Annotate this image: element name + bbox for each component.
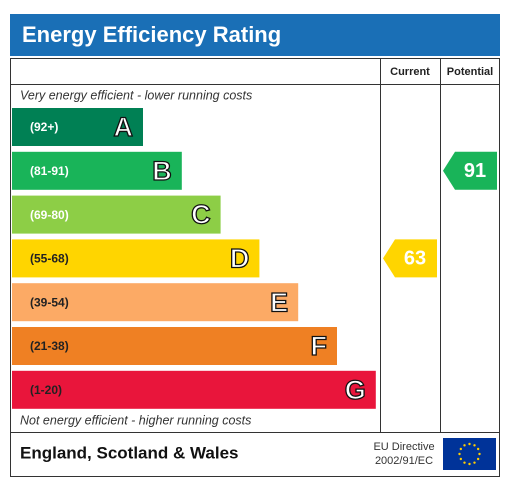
footer-frame (10, 432, 500, 477)
column-header: Potential (447, 66, 493, 78)
star (473, 461, 476, 464)
band-letter: B (152, 156, 172, 186)
band (12, 108, 143, 146)
band-range: (55-68) (30, 252, 69, 266)
star (459, 447, 463, 451)
band (12, 327, 337, 365)
directive: EU Directive (373, 441, 434, 453)
band-letter: C (191, 200, 211, 230)
star (473, 444, 476, 447)
chart-title: Energy Efficiency Rating (22, 22, 281, 47)
star (459, 457, 463, 461)
star (463, 461, 466, 464)
top-note: Very energy efficient - lower running co… (20, 88, 252, 102)
star (458, 452, 461, 456)
star (468, 442, 471, 446)
eu-stars (458, 442, 481, 466)
star (476, 447, 480, 451)
directive: 2002/91/EC (375, 455, 433, 467)
bottom-note: Not energy efficient - higher running co… (20, 413, 251, 427)
band-range: (92+) (30, 120, 58, 134)
band-range: (39-54) (30, 295, 69, 309)
band-letter: D (230, 244, 250, 274)
band-range: (69-80) (30, 208, 69, 222)
band (12, 370, 376, 409)
band (12, 195, 221, 234)
band-letter: F (311, 331, 328, 361)
eu-flag (443, 438, 496, 470)
star (476, 457, 480, 461)
footer: England, Scotland & Wales (20, 443, 239, 462)
band-letter: A (114, 112, 134, 142)
rating-arrow (383, 239, 437, 278)
band-letter: E (270, 287, 288, 317)
column-header: Current (390, 66, 430, 78)
rating-value: 63 (404, 248, 426, 270)
band-range: (21-38) (30, 339, 69, 353)
star (478, 452, 481, 456)
band-letter: G (345, 375, 366, 405)
title-bar (10, 14, 500, 56)
rating-value: 91 (464, 160, 486, 182)
band (12, 151, 182, 190)
star (468, 462, 471, 466)
star (463, 444, 466, 447)
band (12, 283, 299, 322)
band (12, 239, 260, 278)
rating-arrow (443, 151, 497, 190)
band-range: (81-91) (30, 164, 69, 178)
band-range: (1-20) (30, 383, 62, 397)
